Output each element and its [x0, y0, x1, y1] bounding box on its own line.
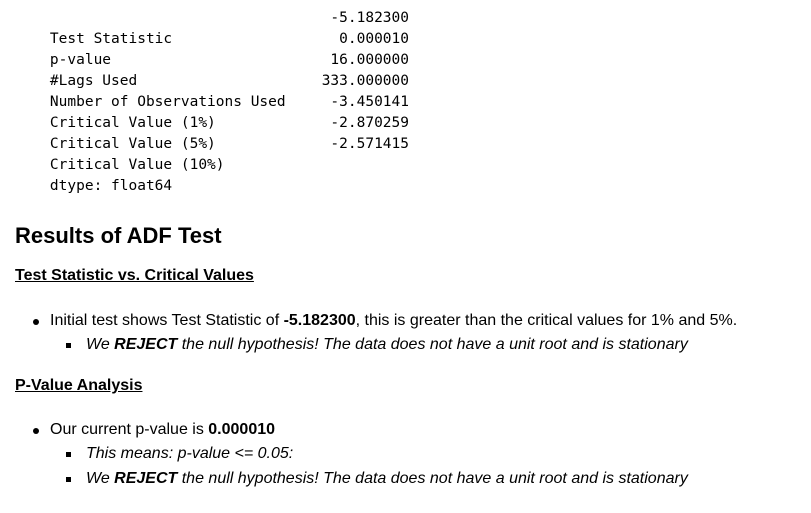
list-item-text: Initial test shows Test Statistic of -5.… — [50, 310, 737, 332]
text-prefix: We — [86, 336, 115, 353]
results-heading: Results of ADF Test — [15, 223, 222, 248]
section-heading-p-value: P-Value Analysis — [15, 377, 143, 394]
p-value-value: 0.000010 — [208, 421, 276, 438]
test-statistic-value: -5.182300 — [283, 312, 356, 329]
output-row-critical-value-10: Critical Value (10%) -2.571415 — [15, 134, 435, 173]
text-suffix: the null hypothesis! The data does not h… — [177, 470, 688, 487]
sub-list-item-text: This means: p-value <= 0.05: — [86, 445, 294, 462]
sub-list-item-text: We REJECT the null hypothesis! The data … — [86, 468, 688, 490]
text-prefix: We — [86, 470, 115, 487]
output-key: #Lags Used — [49, 73, 138, 89]
output-dtype-line: dtype: float64 — [15, 155, 435, 194]
output-key: Critical Value (10%) — [49, 157, 225, 173]
output-value: 333.000000 — [321, 73, 409, 89]
output-value: -5.182300 — [330, 10, 409, 26]
output-row-test-statistic: Test Statistic -5.182300 — [15, 8, 435, 47]
output-row-p-value: p-value 0.000010 — [15, 29, 435, 68]
bullet-disc-icon — [33, 319, 39, 325]
text-prefix: Initial test shows Test Statistic of — [50, 312, 284, 329]
output-value: 16.000000 — [330, 52, 409, 68]
output-row-observations-used: Number of Observations Used 333.000000 — [15, 71, 435, 110]
bullet-disc-icon — [33, 428, 39, 434]
reject-emphasis: REJECT — [114, 470, 178, 487]
output-key: Critical Value (5%) — [49, 136, 216, 152]
text-suffix: the null hypothesis! The data does not h… — [177, 336, 688, 353]
bullet-square-icon — [66, 452, 71, 457]
output-value: 0.000010 — [339, 31, 409, 47]
output-value: -2.870259 — [330, 115, 409, 131]
output-key: p-value — [49, 52, 112, 68]
bullet-square-icon — [66, 343, 71, 348]
text-prefix: Our current p-value is — [50, 421, 209, 438]
bullet-square-icon — [66, 477, 71, 482]
sub-list-item-text: We REJECT the null hypothesis! The data … — [86, 334, 688, 356]
dtype-text: dtype: float64 — [49, 178, 173, 194]
output-row-critical-value-1: Critical Value (1%) -3.450141 — [15, 92, 435, 131]
output-value: -2.571415 — [330, 136, 409, 152]
output-key: Critical Value (1%) — [49, 115, 216, 131]
list-item-text: Our current p-value is 0.000010 — [50, 419, 275, 441]
output-value: -3.450141 — [330, 94, 409, 110]
output-row-lags-used: #Lags Used 16.000000 — [15, 50, 435, 89]
output-key: Number of Observations Used — [49, 94, 286, 110]
output-row-critical-value-5: Critical Value (5%) -2.870259 — [15, 113, 435, 152]
text-suffix: , this is greater than the critical valu… — [355, 312, 738, 329]
output-key: Test Statistic — [49, 31, 173, 47]
adf-output-block: Test Statistic -5.182300 p-value 0.00001… — [15, 8, 435, 194]
reject-emphasis: REJECT — [114, 336, 178, 353]
section-heading-critical-values: Test Statistic vs. Critical Values — [15, 267, 254, 284]
